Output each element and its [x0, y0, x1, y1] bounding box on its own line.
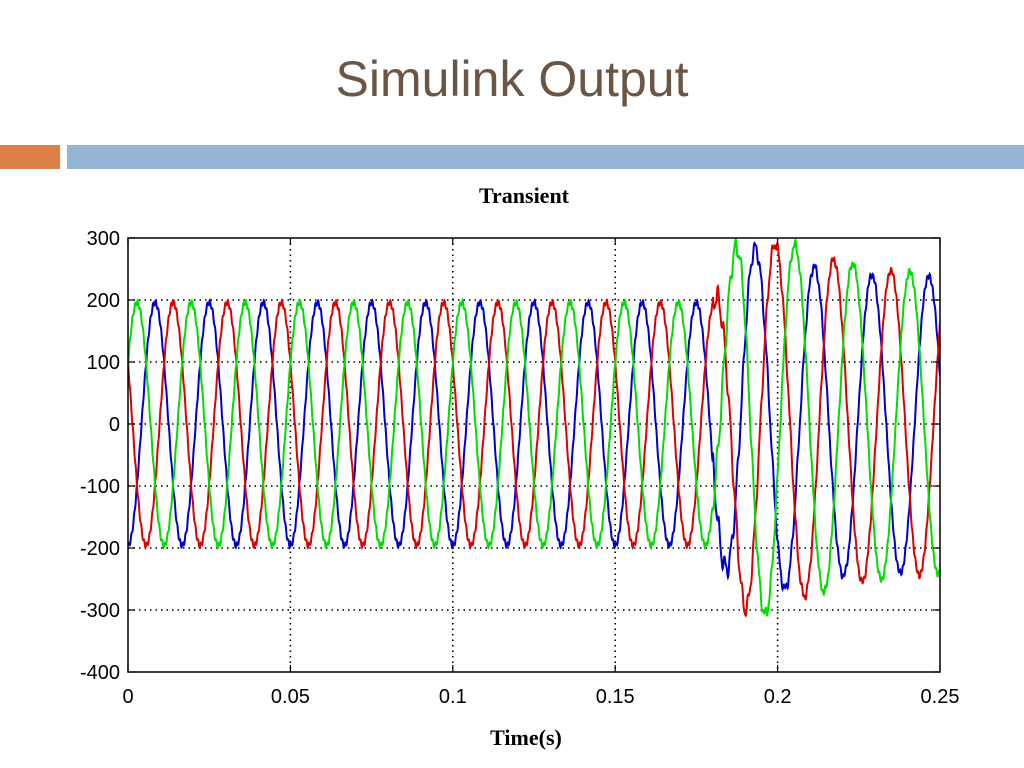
y-tick-label: -100 — [80, 476, 120, 498]
accent-band — [67, 145, 1024, 169]
y-tick-label: 0 — [109, 414, 120, 436]
y-tick-label: -200 — [80, 538, 120, 560]
y-tick-label: 100 — [87, 352, 120, 374]
y-tick-label: -300 — [80, 600, 120, 622]
accent-bar-left — [0, 145, 60, 169]
x-tick-label: 0.1 — [439, 686, 467, 708]
slide-title: Simulink Output — [335, 51, 689, 107]
y-tick-label: -400 — [80, 662, 120, 684]
x-tick-label: 0.15 — [596, 686, 635, 708]
y-tick-label: 200 — [87, 290, 120, 312]
series-line-3 — [128, 238, 940, 617]
plot-frame — [127, 237, 941, 673]
chart-title: Transient — [479, 183, 570, 208]
x-tick-label: 0.05 — [271, 686, 310, 708]
x-axis-label: Time(s) — [490, 725, 562, 750]
x-tick-label: 0 — [122, 686, 133, 708]
y-tick-label: 300 — [87, 228, 120, 250]
x-tick-label: 0.25 — [921, 686, 960, 708]
x-tick-label: 0.2 — [764, 686, 792, 708]
